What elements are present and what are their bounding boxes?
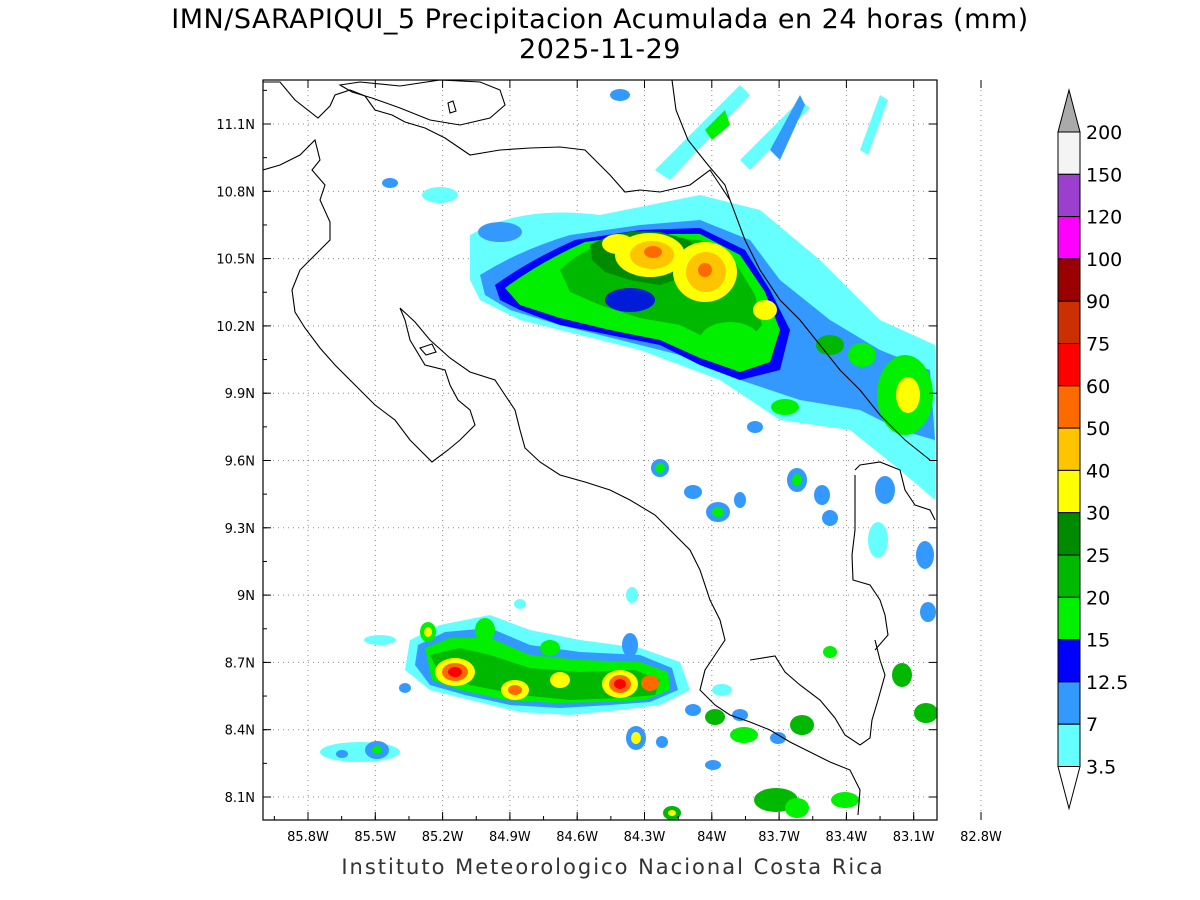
colorbar-swatch [1057, 258, 1081, 302]
colorbar-swatch [1057, 216, 1081, 260]
lon-tick-label: 82.8W [960, 830, 1002, 845]
lat-tick-label: 10.2N [216, 320, 255, 335]
map-frame [262, 79, 938, 821]
lon-tick-label: 84.9W [489, 830, 531, 845]
lat-tick-label: 10.5N [216, 253, 255, 268]
lat-tick-label: 9.3N [225, 522, 255, 537]
colorbar-swatch [1057, 554, 1081, 598]
map-date: 2025-11-29 [519, 34, 681, 65]
colorbar-swatch [1057, 173, 1081, 218]
lat-tick-label: 8.4N [225, 724, 255, 739]
coastline-borders [263, 80, 936, 816]
pacific-coast-nicoya [263, 138, 861, 816]
latitude-axis: 11.1N 10.8N 10.5N 10.2N 9.9N 9.6N 9.3N 9N 8.7N 8.… [216, 89, 937, 806]
colorbar-level-label: 15 [1086, 630, 1110, 652]
rain-band-north [382, 178, 935, 500]
lat-tick-label: 8.1N [225, 791, 255, 806]
colorbar-swatch [1057, 427, 1081, 471]
rain-cells-central [651, 399, 936, 622]
caribbean-coast [671, 80, 931, 461]
colorbar-level-label: 150 [1086, 164, 1122, 186]
colorbar-swatch [1057, 723, 1081, 768]
lon-tick-label: 83.4W [825, 830, 867, 845]
colorbar-swatch [1057, 469, 1081, 514]
longitude-axis: 85.8W 85.5W 85.2W 84.9W 84.6W 84.3W 84W 83.7W 83… [273, 80, 1002, 845]
colorbar-level-label: 90 [1086, 291, 1110, 313]
colorbar-swatch [1057, 681, 1081, 725]
colorbar-swatch [1057, 385, 1081, 429]
map-title: IMN/SARAPIQUI_5 Precipitacion Acumulada … [171, 4, 1029, 35]
colorbar-level-label: 25 [1086, 545, 1110, 567]
colorbar-swatch [1057, 596, 1081, 641]
lat-tick-label: 9.6N [225, 455, 255, 470]
lat-tick-label: 8.7N [225, 656, 255, 671]
colorbar-level-label: 120 [1086, 207, 1122, 229]
rain-band-south [320, 587, 690, 762]
colorbar-swatch [1057, 343, 1081, 387]
footer-credit: Instituto Meteorologico Nacional Costa R… [341, 855, 885, 879]
colorbar-level-label: 7 [1086, 714, 1098, 736]
precipitation-colorbar: 200 150 120 100 90 75 60 50 40 30 25 20 15 12.5 7 3.5 [1057, 88, 1128, 811]
lon-tick-label: 84.3W [624, 830, 666, 845]
lon-tick-label: 83.1W [893, 830, 935, 845]
panama-coast-south [851, 475, 889, 651]
small-island-north [447, 100, 457, 114]
lat-tick-label: 10.8N [216, 185, 255, 200]
nicaragua-border [263, 81, 731, 201]
colorbar-level-label: 50 [1086, 418, 1110, 440]
colorbar-swatch [1057, 639, 1081, 683]
colorbar-level-label: 3.5 [1086, 757, 1116, 779]
colorbar-level-label: 75 [1086, 334, 1110, 356]
lon-tick-label: 85.2W [422, 830, 464, 845]
colorbar-swatch [1057, 300, 1081, 345]
lat-tick-label: 9.9N [225, 387, 255, 402]
lon-tick-label: 84W [697, 830, 727, 845]
colorbar-swatch [1057, 131, 1081, 175]
rain-cells-southeast [663, 646, 937, 820]
lat-tick-label: 11.1N [216, 118, 255, 133]
colorbar-level-label: 200 [1086, 122, 1122, 144]
colorbar-level-label: 20 [1086, 587, 1110, 609]
rain-streaks-northeast [610, 85, 888, 180]
lon-tick-label: 84.6W [556, 830, 598, 845]
colorbar-level-label: 100 [1086, 249, 1122, 271]
panama-border [854, 461, 936, 521]
nicaragua-lake [338, 80, 506, 126]
colorbar-swatch [1057, 512, 1081, 556]
lat-tick-label: 9N [237, 589, 255, 604]
lon-tick-label: 83.7W [758, 830, 800, 845]
colorbar-level-label: 60 [1086, 376, 1110, 398]
colorbar-underflow-arrow [1057, 766, 1081, 811]
lon-tick-label: 85.5W [354, 830, 396, 845]
colorbar-level-label: 40 [1086, 460, 1110, 482]
colorbar-level-label: 30 [1086, 503, 1110, 525]
osa-peninsula [749, 639, 886, 746]
colorbar-overflow-arrow [1057, 88, 1081, 133]
gulf-island [419, 343, 437, 356]
lon-tick-label: 85.8W [287, 830, 329, 845]
colorbar-level-label: 12.5 [1086, 672, 1128, 694]
precipitation-field [320, 85, 937, 820]
